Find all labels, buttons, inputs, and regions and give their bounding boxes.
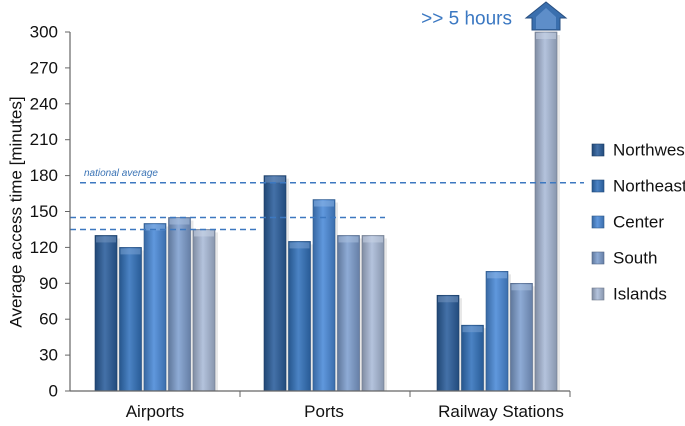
bar (534, 31, 558, 392)
bar-bevel (145, 224, 165, 231)
bar-northeast-ports (288, 241, 314, 392)
bar-bevel (536, 33, 556, 39)
x-category-label: Airports (126, 402, 185, 421)
y-axis-label: Average access time [minutes] (7, 96, 26, 327)
bar-center-railway-stations (485, 271, 511, 392)
legend-entry: Center (591, 213, 664, 232)
legend-label: Islands (613, 285, 667, 304)
y-tick-label: 300 (30, 23, 58, 42)
bar-bevel (265, 176, 285, 183)
bar (485, 271, 509, 392)
bar (337, 235, 360, 392)
legend-label: Center (613, 213, 664, 232)
bar-northeast-railway-stations (461, 324, 487, 392)
y-tick-label: 150 (30, 202, 58, 221)
bar (168, 217, 191, 392)
bar (312, 199, 336, 392)
bar-bevel (338, 236, 359, 243)
y-tick-label: 270 (30, 58, 58, 77)
bar (143, 223, 167, 392)
overflow-arrow-highlight (536, 8, 556, 29)
bar (436, 294, 460, 392)
legend-entry: Northeast (591, 177, 685, 196)
y-tick-label: 0 (49, 382, 58, 401)
bar-center-ports (312, 199, 338, 392)
bar-islands-railway-stations (534, 31, 560, 392)
bar (461, 324, 484, 392)
y-tick-label: 90 (39, 274, 58, 293)
y-tick-label: 120 (30, 238, 58, 257)
bar-northwest-ports (263, 175, 289, 392)
y-tick-label: 60 (39, 310, 58, 329)
bar (192, 229, 216, 392)
bar-islands-airports (192, 229, 218, 392)
bar (263, 175, 287, 392)
legend-label: South (613, 249, 657, 268)
y-tick-label: 180 (30, 166, 58, 185)
bar-bevel (363, 236, 383, 243)
bar-bevel (314, 200, 334, 207)
bar (361, 235, 385, 392)
bar-bevel (96, 236, 116, 243)
bar-bevel (487, 272, 507, 279)
bar-bevel (120, 248, 141, 255)
reference-line-label: national average (84, 168, 158, 179)
bar (94, 235, 118, 392)
bar (510, 282, 533, 392)
legend-label: Northwest (613, 141, 685, 160)
bar-bevel (438, 296, 458, 303)
bar-bevel (169, 218, 190, 225)
x-category-label: Ports (304, 402, 344, 421)
legend-entry: Northwest (591, 141, 685, 160)
legend-swatch (591, 179, 605, 193)
bar-south-railway-stations (510, 282, 536, 392)
bar-bevel (194, 230, 214, 237)
bar-northwest-railway-stations (436, 294, 462, 392)
bar-islands-ports (361, 235, 387, 392)
bar-center-airports (143, 223, 169, 392)
bar (288, 241, 311, 392)
legend-swatch (591, 251, 605, 265)
y-tick-label: 210 (30, 130, 58, 149)
legend-entry: South (591, 249, 657, 268)
legend-swatch (591, 215, 605, 229)
y-tick-label: 30 (39, 346, 58, 365)
overflow-annotation: >> 5 hours (421, 9, 512, 30)
bar (119, 247, 142, 392)
bar-bevel (289, 242, 310, 249)
y-tick-label: 240 (30, 94, 58, 113)
bar-bevel (462, 326, 483, 333)
legend-swatch (591, 143, 605, 157)
x-category-label: Railway Stations (438, 402, 564, 421)
bar-northwest-airports (94, 235, 120, 392)
bar-south-airports (168, 217, 194, 392)
legend-swatch (591, 287, 605, 301)
legend-label: Northeast (613, 177, 685, 196)
bar-bevel (511, 284, 532, 291)
bar-northeast-airports (119, 247, 145, 392)
bar-south-ports (337, 235, 363, 392)
legend-entry: Islands (591, 285, 667, 304)
